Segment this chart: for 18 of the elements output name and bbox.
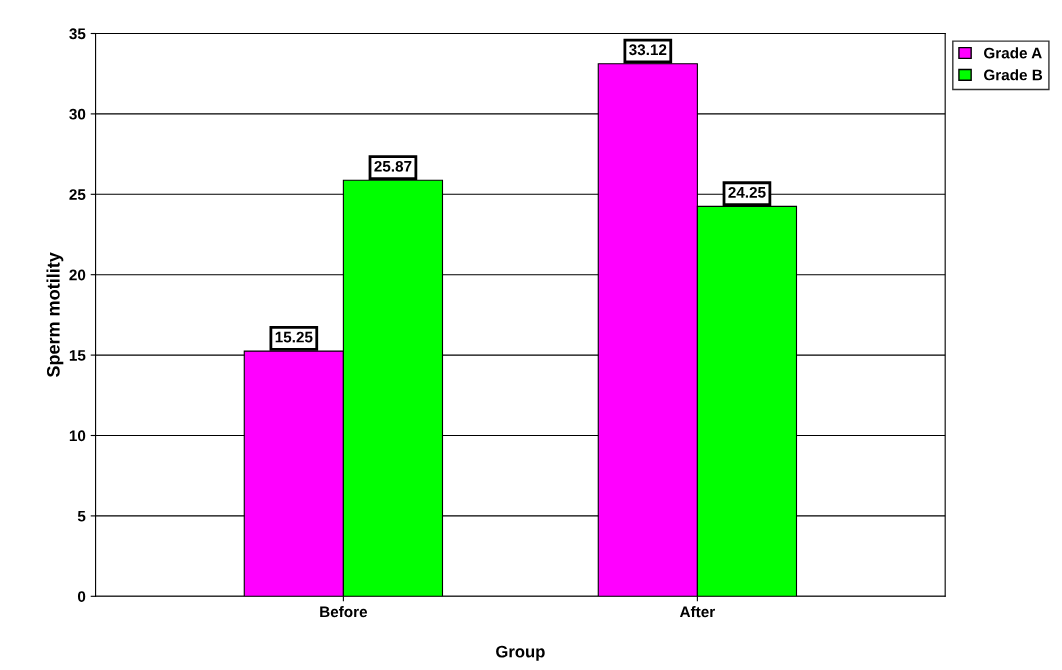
data-label: 25.87 [374, 160, 412, 172]
x-axis-title: Group [496, 645, 545, 661]
data-label: 33.12 [629, 44, 667, 56]
y-tick-label: 10 [69, 430, 86, 442]
y-tick-label: 35 [69, 28, 86, 40]
y-tick-label: 15 [69, 350, 86, 361]
data-label: 15.25 [275, 331, 313, 343]
y-tick-label: 30 [69, 108, 86, 120]
x-tick-label: Before [320, 606, 368, 618]
legend-label: Grade A [984, 47, 1042, 59]
y-tick-label: 0 [77, 591, 86, 602]
data-label: 24.25 [728, 186, 766, 198]
y-tick-label: 5 [77, 510, 86, 522]
y-tick-label: 25 [69, 189, 86, 200]
y-axis-title: Sperm motility [46, 252, 64, 378]
x-tick-label: After [679, 606, 715, 618]
y-tick-label: 20 [69, 269, 86, 281]
legend-label: Grade B [984, 69, 1043, 81]
